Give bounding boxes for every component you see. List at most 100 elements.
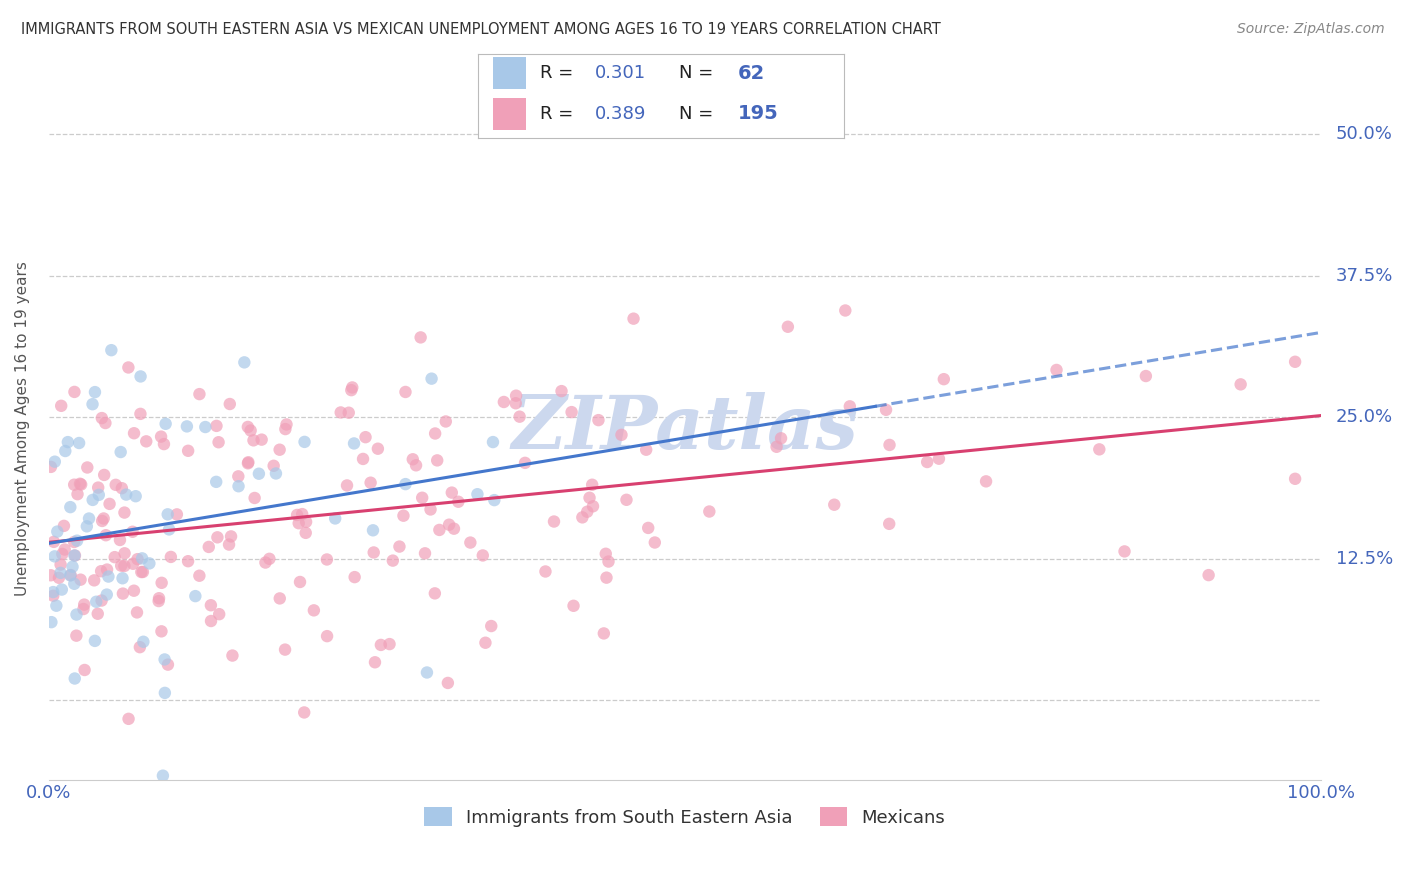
- Text: 195: 195: [738, 104, 779, 123]
- Point: [110, 445, 132, 459]
- Point: [378, 637, 401, 651]
- Point: [218, 397, 240, 411]
- Point: [437, 676, 460, 690]
- Point: [479, 619, 502, 633]
- Point: [153, 437, 176, 451]
- Point: [405, 458, 427, 473]
- Point: [381, 553, 404, 567]
- Point: [77, 511, 100, 525]
- Point: [160, 549, 183, 564]
- Point: [157, 523, 180, 537]
- Point: [132, 565, 155, 579]
- Point: [550, 384, 572, 398]
- Text: ZIPatlas: ZIPatlas: [512, 392, 858, 465]
- Point: [177, 554, 200, 568]
- Point: [153, 652, 176, 666]
- Point: [1135, 369, 1157, 384]
- Point: [91, 514, 114, 528]
- Point: [156, 657, 179, 672]
- Point: [93, 511, 115, 525]
- Point: [114, 506, 136, 520]
- Point: [67, 436, 90, 450]
- Point: [66, 533, 89, 548]
- Point: [155, 417, 177, 431]
- Point: [367, 442, 389, 456]
- Point: [62, 559, 84, 574]
- Point: [98, 497, 121, 511]
- Point: [471, 549, 494, 563]
- Point: [637, 521, 659, 535]
- Point: [323, 511, 346, 525]
- Point: [48, 571, 70, 585]
- Point: [343, 570, 366, 584]
- Point: [1088, 442, 1111, 457]
- Point: [93, 467, 115, 482]
- Point: [419, 502, 441, 516]
- Point: [595, 571, 617, 585]
- Point: [65, 607, 87, 622]
- Point: [505, 396, 527, 410]
- Point: [423, 586, 446, 600]
- Point: [838, 400, 860, 414]
- Point: [84, 595, 107, 609]
- Point: [96, 588, 118, 602]
- Point: [242, 434, 264, 448]
- Point: [423, 426, 446, 441]
- Point: [623, 311, 645, 326]
- Point: [484, 493, 506, 508]
- Point: [70, 477, 93, 491]
- Point: [150, 624, 173, 639]
- Point: [1114, 544, 1136, 558]
- Point: [197, 540, 219, 554]
- Point: [616, 492, 638, 507]
- Point: [87, 481, 110, 495]
- Point: [343, 436, 366, 450]
- Point: [127, 552, 149, 566]
- Point: [138, 557, 160, 571]
- Point: [592, 626, 614, 640]
- Point: [108, 533, 131, 547]
- Point: [188, 568, 211, 582]
- Point: [156, 508, 179, 522]
- Point: [336, 478, 359, 492]
- Point: [42, 534, 65, 549]
- Point: [53, 542, 76, 557]
- Point: [129, 407, 152, 421]
- Point: [316, 552, 339, 566]
- Point: [42, 589, 65, 603]
- Point: [51, 582, 73, 597]
- Point: [770, 431, 793, 445]
- Point: [87, 607, 110, 621]
- Point: [610, 428, 633, 442]
- Point: [302, 603, 325, 617]
- Point: [87, 488, 110, 502]
- Point: [413, 546, 436, 560]
- Point: [73, 663, 96, 677]
- Point: [342, 380, 364, 394]
- Point: [492, 395, 515, 409]
- Point: [83, 633, 105, 648]
- Point: [233, 355, 256, 369]
- Point: [363, 545, 385, 559]
- Point: [56, 435, 79, 450]
- Point: [39, 568, 62, 582]
- Point: [236, 420, 259, 434]
- Text: 25.0%: 25.0%: [1336, 409, 1393, 426]
- Point: [152, 769, 174, 783]
- Point: [205, 418, 228, 433]
- Point: [121, 524, 143, 539]
- Point: [114, 546, 136, 560]
- Point: [427, 523, 450, 537]
- Point: [505, 389, 527, 403]
- Point: [571, 510, 593, 524]
- Point: [194, 420, 217, 434]
- Point: [63, 672, 86, 686]
- Point: [94, 416, 117, 430]
- Point: [295, 515, 318, 529]
- Point: [534, 565, 557, 579]
- Point: [254, 556, 277, 570]
- Point: [51, 547, 73, 561]
- Point: [59, 500, 82, 515]
- Point: [316, 629, 339, 643]
- Point: [928, 451, 950, 466]
